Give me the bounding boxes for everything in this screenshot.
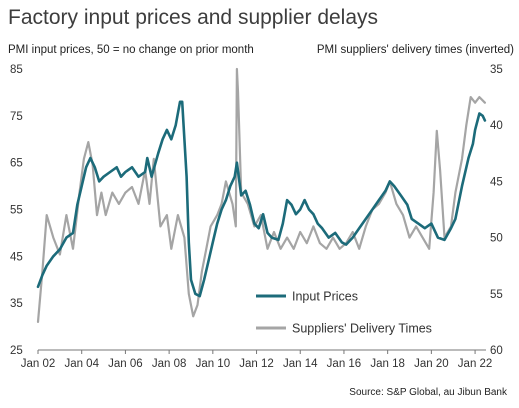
series-line-suppliers-delivery-times xyxy=(36,67,486,323)
source-note: Source: S&P Global, au Jibun Bank xyxy=(349,387,507,398)
right-tick-label: 60 xyxy=(490,345,503,357)
left-tick-label: 65 xyxy=(10,158,23,170)
x-tick-label: Jan 02 xyxy=(21,358,56,370)
x-tick-label: Jan 16 xyxy=(327,358,362,370)
x-axis-ticks: Jan 02 Jan 04 Jan 06 Jan 08 Jan 10 Jan 12 Jan … xyxy=(21,350,493,370)
left-tick-label: 25 xyxy=(10,345,23,357)
right-tick-label: 35 xyxy=(490,64,503,76)
legend: Input Prices Suppliers' Delivery Times xyxy=(256,290,432,336)
left-tick-label: 85 xyxy=(10,64,23,76)
x-tick-label: Jan 04 xyxy=(64,358,99,370)
left-tick-label: 35 xyxy=(10,298,23,310)
left-tick-label: 45 xyxy=(10,251,23,263)
left-axis-ticks: 85 75 65 55 45 35 25 xyxy=(10,64,23,357)
x-tick-label: Jan 06 xyxy=(108,358,143,370)
right-axis-label: PMI suppliers' delivery times (inverted) xyxy=(316,44,514,56)
right-tick-label: 40 xyxy=(490,120,503,132)
left-axis-label: PMI input prices, 50 = no change on prio… xyxy=(8,44,254,56)
x-tick-label: Jan 08 xyxy=(152,358,187,370)
right-tick-label: 55 xyxy=(490,289,503,301)
x-tick-label: Jan 20 xyxy=(414,358,449,370)
x-tick-label: Jan 12 xyxy=(239,358,274,370)
right-tick-label: 45 xyxy=(490,176,503,188)
right-axis-ticks: 35 40 45 50 55 60 xyxy=(490,64,503,357)
x-tick-label: Jan 14 xyxy=(283,358,318,370)
chart-title: Factory input prices and supplier delays xyxy=(8,6,379,29)
legend-label: Suppliers' Delivery Times xyxy=(292,322,432,336)
legend-label: Input Prices xyxy=(292,290,358,304)
series-group xyxy=(36,67,487,323)
right-tick-label: 50 xyxy=(490,233,503,245)
left-tick-label: 75 xyxy=(10,111,23,123)
series-line-input-prices xyxy=(36,100,487,298)
x-tick-label: Jan 10 xyxy=(196,358,231,370)
x-tick-label: Jan 18 xyxy=(370,358,405,370)
x-tick-label: Jan 22 xyxy=(458,358,493,370)
left-tick-label: 55 xyxy=(10,205,23,217)
